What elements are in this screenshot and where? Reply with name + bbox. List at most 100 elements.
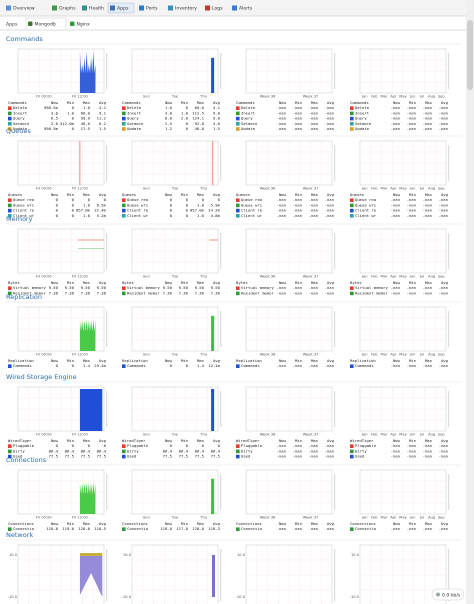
scrollbar[interactable] bbox=[466, 0, 474, 604]
legend-value: -nan bbox=[293, 443, 302, 448]
legend-title: WiredTiger bbox=[8, 438, 32, 443]
legend-swatch bbox=[8, 444, 12, 448]
x-label: Mar bbox=[380, 275, 387, 279]
legend-swatch bbox=[122, 198, 126, 202]
x-label: Aug bbox=[428, 187, 435, 191]
legend-value: 0 bbox=[72, 197, 75, 202]
legend-value: 86.4 bbox=[97, 448, 107, 453]
legend-value: -nan bbox=[439, 290, 448, 295]
legend-value: -nan bbox=[309, 290, 318, 295]
legend-value: -nan bbox=[407, 202, 416, 207]
legend-col: Avg bbox=[441, 100, 448, 105]
legend-value: 119.0 bbox=[62, 526, 74, 531]
legend-col: Avg bbox=[99, 438, 106, 443]
y-label: 10.0 bbox=[9, 553, 18, 557]
legend-value: -nan bbox=[309, 126, 318, 131]
graph-area[interactable] bbox=[131, 544, 219, 604]
legend-value: -nan bbox=[423, 208, 432, 213]
legend-swatch bbox=[236, 286, 240, 290]
legend-value: -nan bbox=[325, 290, 334, 295]
legend-value: 112.5 bbox=[192, 110, 204, 115]
nav-item[interactable]: Logs bbox=[212, 6, 223, 12]
legend-value: -nan bbox=[293, 454, 302, 459]
x-label: Mar bbox=[380, 95, 387, 99]
x-label: Jan bbox=[361, 187, 368, 191]
legend-value: 11.2 bbox=[97, 116, 107, 121]
legend-value: -nan bbox=[439, 526, 448, 531]
section-title: Network bbox=[6, 531, 33, 539]
scroll-thumb[interactable] bbox=[467, 20, 473, 90]
legend-col: Now bbox=[393, 192, 401, 197]
legend-value: 8.0 bbox=[165, 116, 173, 121]
tab[interactable]: Nginx bbox=[77, 22, 91, 28]
legend-col: Avg bbox=[327, 358, 334, 363]
legend-swatch bbox=[8, 203, 12, 208]
graph-trace bbox=[79, 320, 96, 351]
nav-item[interactable]: Apps bbox=[117, 6, 129, 12]
graph-side-label bbox=[448, 233, 450, 269]
legend-title: Replication bbox=[236, 358, 262, 363]
legend-swatch bbox=[8, 449, 12, 454]
legend-value: 4.0 bbox=[213, 121, 221, 126]
x-label: Thu bbox=[199, 275, 207, 279]
x-label: Aug bbox=[428, 95, 435, 99]
nav-item[interactable]: Alerts bbox=[239, 6, 253, 12]
legend-col: Min bbox=[181, 438, 188, 443]
legend-value: -nan bbox=[407, 290, 416, 295]
legend-value: 1.0 bbox=[83, 202, 91, 207]
y-label: -10.0 bbox=[236, 595, 246, 599]
nav-item[interactable]: Overview bbox=[13, 6, 35, 12]
x-label: Fri 00:00 bbox=[36, 516, 52, 520]
legend-title: Connections bbox=[236, 521, 262, 526]
legend-name: Dirty bbox=[127, 448, 139, 453]
legend-value: 0 bbox=[186, 121, 189, 126]
legend-col: Min bbox=[295, 521, 302, 526]
legend-col: Min bbox=[67, 280, 74, 285]
legend-value: -nan bbox=[407, 526, 416, 531]
x-label: Fri 12:00 bbox=[72, 516, 88, 520]
graph-trace bbox=[211, 57, 215, 93]
legend-value: -nan bbox=[391, 526, 400, 531]
x-label: Jul bbox=[419, 187, 424, 191]
legend-value: 118.0 bbox=[160, 526, 172, 531]
section-title: Wired Storage Engine bbox=[6, 373, 77, 381]
graph-area[interactable] bbox=[245, 544, 333, 604]
nav-item[interactable]: Ports bbox=[146, 6, 158, 12]
section-title: Connections bbox=[6, 456, 47, 464]
legend-name: Pluggable bbox=[355, 443, 377, 448]
x-label: Aug bbox=[428, 275, 435, 279]
nav-item[interactable]: Inventory bbox=[175, 6, 197, 12]
tab[interactable]: Mongodb bbox=[35, 22, 56, 28]
x-label: Fri 00:00 bbox=[36, 433, 52, 437]
tab[interactable]: Apps bbox=[6, 22, 18, 28]
legend-value: -nan bbox=[325, 526, 334, 531]
legend-value: 86.4 bbox=[49, 448, 59, 453]
graph-area[interactable] bbox=[359, 544, 447, 604]
legend-title: Commands bbox=[8, 100, 27, 105]
nav-item[interactable]: Graphs bbox=[59, 6, 76, 12]
legend-value: -nan bbox=[439, 105, 448, 110]
x-label: Jan bbox=[361, 353, 368, 357]
x-label: Jul bbox=[419, 516, 424, 520]
graph-side-label bbox=[220, 145, 222, 181]
legend-swatch bbox=[350, 291, 354, 296]
legend-swatch bbox=[236, 127, 240, 131]
nav-icon bbox=[232, 5, 237, 11]
legend-value: -nan bbox=[293, 526, 302, 531]
x-label: Apr bbox=[390, 187, 397, 191]
legend-value: 512.0m bbox=[60, 121, 75, 126]
legend-col: Avg bbox=[213, 521, 220, 526]
graph-side-label bbox=[106, 391, 108, 427]
legend-swatch bbox=[122, 122, 126, 126]
legend-name: Commands bbox=[13, 363, 32, 368]
legend-col: Min bbox=[67, 192, 74, 197]
nav-item[interactable]: Health bbox=[89, 6, 104, 12]
legend-value: 6.5m bbox=[97, 202, 107, 207]
x-label: Week 36 bbox=[260, 95, 276, 99]
legend-name: Delete bbox=[355, 105, 370, 110]
legend-value: -nan bbox=[423, 126, 432, 131]
legend-value: -nan bbox=[391, 197, 400, 202]
graph-side-label bbox=[106, 474, 108, 510]
graph-side-label bbox=[334, 145, 336, 181]
